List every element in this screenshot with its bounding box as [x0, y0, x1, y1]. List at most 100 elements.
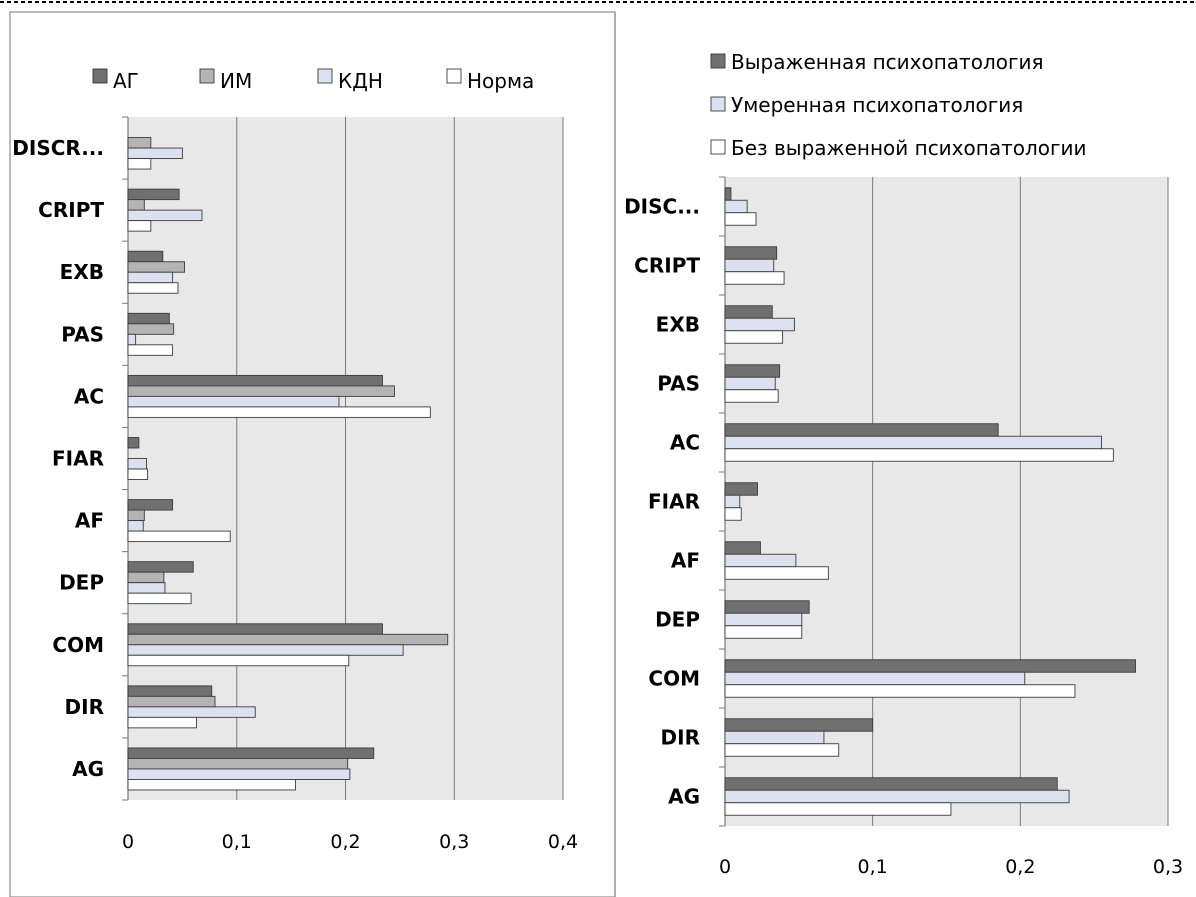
bar	[724, 625, 803, 639]
legend-label: АГ	[113, 69, 139, 93]
category-label: AG	[72, 757, 104, 781]
category-label: DIR	[661, 726, 700, 750]
legend-swatch	[317, 68, 333, 84]
bar	[127, 695, 216, 708]
bar	[127, 561, 194, 573]
bar	[127, 582, 166, 594]
category-label: AF	[75, 509, 104, 533]
bar	[127, 779, 296, 791]
bar	[127, 323, 175, 335]
bar	[724, 389, 779, 403]
bar	[724, 566, 829, 580]
bar	[127, 344, 174, 356]
bar	[127, 520, 144, 532]
category-label: AC	[74, 384, 104, 408]
bar	[127, 312, 170, 325]
bar	[127, 137, 152, 149]
bar	[724, 376, 776, 391]
bar	[127, 395, 340, 408]
category-label: DISC...	[624, 195, 700, 219]
bar	[127, 530, 231, 543]
bar	[724, 671, 1026, 686]
plot-area	[725, 177, 1168, 826]
bar	[724, 199, 748, 214]
chart-left: 0 0,1 0,2 0,3 0,4 AG DIR COM DEP AF FIAR AC PAS EXB CR…	[12, 68, 578, 853]
bar	[724, 448, 1114, 462]
legend-label: ИМ	[220, 69, 252, 93]
legend-label: КДН	[338, 69, 383, 93]
category-label: DEP	[59, 571, 104, 595]
bar	[127, 209, 203, 222]
bar	[724, 789, 1070, 804]
category-label: CRIPT	[634, 254, 700, 278]
bar	[127, 282, 179, 294]
bar	[127, 592, 192, 605]
bar	[724, 364, 781, 378]
category-label: PAS	[61, 322, 104, 346]
bar	[127, 158, 152, 170]
bar	[724, 212, 757, 226]
legend-swatch	[710, 139, 726, 155]
bar	[724, 612, 803, 627]
bar	[724, 743, 840, 757]
legend-swatch	[199, 68, 215, 84]
bar	[127, 458, 147, 470]
bar	[127, 758, 349, 770]
bar	[724, 802, 952, 816]
bar	[127, 188, 180, 201]
x-tick-label: 0,4	[548, 831, 578, 853]
x-tick-label: 0,3	[439, 831, 469, 853]
category-label: DIR	[65, 695, 104, 719]
bar	[127, 747, 375, 759]
bar	[127, 644, 404, 656]
bar	[127, 437, 140, 449]
bar	[127, 468, 149, 480]
bar	[724, 684, 1076, 698]
bar	[127, 220, 152, 232]
bar	[127, 199, 145, 211]
x-tick-label: 0,1	[858, 856, 888, 878]
bar	[724, 330, 784, 344]
bar	[127, 271, 174, 284]
x-tick-label: 0,3	[1153, 856, 1183, 878]
bar	[724, 600, 810, 614]
category-label: CRIPT	[38, 198, 104, 222]
category-label: DISCR...	[12, 136, 104, 160]
category-label: AC	[670, 431, 700, 455]
category-label: FIAR	[52, 447, 104, 471]
bar	[724, 482, 758, 496]
bar	[724, 507, 742, 521]
bar	[127, 333, 137, 346]
bar	[127, 623, 383, 635]
bar	[724, 541, 761, 555]
category-label: DEP	[655, 608, 700, 632]
bar	[127, 509, 145, 522]
bar	[127, 768, 351, 780]
legend-swatch	[710, 53, 726, 69]
bar	[127, 385, 395, 397]
bar	[724, 659, 1136, 673]
category-label: AG	[668, 785, 700, 809]
bar	[127, 706, 256, 718]
legend-label: Норма	[467, 69, 534, 93]
bar	[724, 271, 785, 285]
x-tick-label: 0	[719, 856, 731, 878]
category-label: EXB	[656, 313, 700, 337]
bar	[724, 718, 874, 732]
bar	[127, 571, 165, 584]
legend-label: Без выраженной психопатологии	[731, 136, 1087, 160]
legend-label: Умеренная психопатология	[731, 93, 1023, 117]
category-label: EXB	[60, 260, 104, 284]
x-tick-label: 0	[122, 831, 134, 853]
bar	[127, 250, 164, 263]
bar	[724, 246, 778, 260]
bar	[127, 261, 185, 273]
bar	[724, 305, 773, 319]
bar	[127, 633, 449, 646]
bar	[127, 654, 350, 667]
bar	[127, 716, 197, 729]
category-label: AF	[671, 549, 700, 573]
bar	[724, 423, 999, 437]
bar	[724, 317, 795, 332]
